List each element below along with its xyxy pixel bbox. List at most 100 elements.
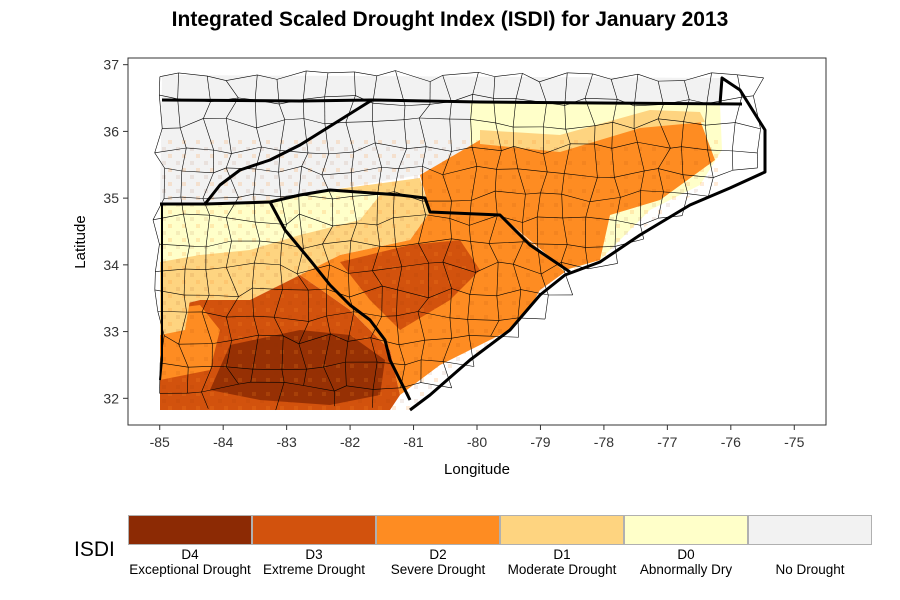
county-line: [406, 146, 427, 149]
county-line: [493, 76, 496, 99]
x-tick-label: -77: [657, 434, 677, 450]
county-line: [323, 333, 331, 368]
county-line: [348, 240, 352, 274]
county-line: [372, 362, 378, 390]
county-line: [512, 264, 522, 290]
county-line: [705, 103, 708, 126]
county-line: [226, 317, 232, 341]
county-line: [753, 77, 764, 97]
legend-swatch: [252, 515, 376, 545]
county-line: [303, 70, 307, 100]
county-line: [231, 146, 262, 154]
county-line: [332, 222, 357, 227]
county-line: [451, 288, 470, 295]
y-tick-label: 35: [103, 190, 119, 206]
x-tick-label: -76: [721, 434, 741, 450]
county-line: [732, 150, 758, 154]
county-line: [330, 333, 348, 342]
county-line: [681, 146, 708, 151]
legend-text: Extreme Drought: [262, 562, 366, 577]
county-line: [157, 311, 165, 336]
county-line: [543, 153, 548, 172]
tennessee-fill: [160, 75, 720, 204]
county-line: [226, 267, 239, 297]
county-line: [303, 369, 307, 386]
county-line: [517, 317, 546, 320]
county-line: [426, 146, 452, 152]
county-line: [180, 170, 183, 198]
county-line: [513, 146, 544, 155]
legend-label: D2 Severe Drought: [368, 547, 508, 577]
county-line: [614, 170, 645, 178]
county-line: [352, 194, 378, 197]
county-line: [183, 213, 190, 247]
county-line: [273, 317, 284, 337]
county-line: [467, 319, 470, 336]
y-axis-title: Latitude: [72, 215, 89, 268]
county-line: [707, 149, 714, 178]
county-line: [640, 217, 659, 226]
county-line: [615, 197, 621, 221]
county-line: [159, 72, 179, 78]
county-line: [322, 243, 331, 266]
county-line: [201, 311, 227, 318]
county-line: [681, 193, 689, 216]
county-line: [657, 81, 664, 105]
legend-label: D1 Moderate Drought: [492, 547, 632, 577]
county-line: [352, 196, 358, 224]
county-line: [308, 315, 327, 322]
county-line: [278, 166, 302, 173]
county-line: [470, 241, 476, 273]
county-line: [401, 262, 429, 268]
county-line: [253, 194, 256, 223]
county-line: [449, 218, 452, 239]
county-line: [226, 315, 254, 318]
county-line: [298, 343, 307, 370]
county-line: [160, 362, 189, 368]
legend-label: D4 Exceptional Drought: [120, 547, 260, 577]
county-line: [713, 169, 733, 178]
county-line: [231, 334, 259, 341]
county-line: [561, 193, 590, 203]
county-line: [207, 75, 227, 81]
county-line: [418, 238, 452, 244]
legend-code: D0: [677, 547, 695, 562]
county-line: [393, 168, 399, 192]
county-line: [374, 142, 382, 168]
county-line: [540, 192, 562, 195]
y-tick-label: 37: [103, 57, 119, 73]
county-line: [345, 121, 373, 123]
county-line: [498, 317, 519, 321]
x-tick-label: -83: [277, 434, 297, 450]
county-line: [610, 79, 618, 100]
county-line: [565, 125, 596, 130]
county-line: [372, 119, 405, 122]
county-line: [382, 285, 398, 291]
county-line: [375, 142, 407, 149]
county-line: [469, 294, 497, 297]
county-line: [298, 166, 302, 195]
county-line: [326, 315, 331, 335]
county-line: [392, 217, 397, 247]
county-line: [164, 196, 181, 199]
county-line: [187, 391, 202, 394]
county-line: [322, 240, 351, 245]
county-line: [253, 193, 281, 198]
county-line: [496, 150, 502, 170]
county-line: [354, 71, 356, 96]
county-line: [307, 290, 310, 322]
county-line: [732, 167, 758, 171]
county-line: [442, 151, 452, 175]
county-line: [611, 141, 638, 149]
county-line: [164, 167, 182, 172]
county-line: [346, 385, 374, 390]
county-line: [281, 224, 287, 244]
county-line: [543, 126, 566, 130]
x-tick-label: -82: [340, 434, 360, 450]
county-line: [421, 200, 426, 215]
county-line: [201, 295, 210, 313]
county-line: [470, 119, 496, 124]
county-line: [159, 95, 163, 129]
county-line: [471, 147, 478, 167]
county-line: [298, 194, 300, 215]
